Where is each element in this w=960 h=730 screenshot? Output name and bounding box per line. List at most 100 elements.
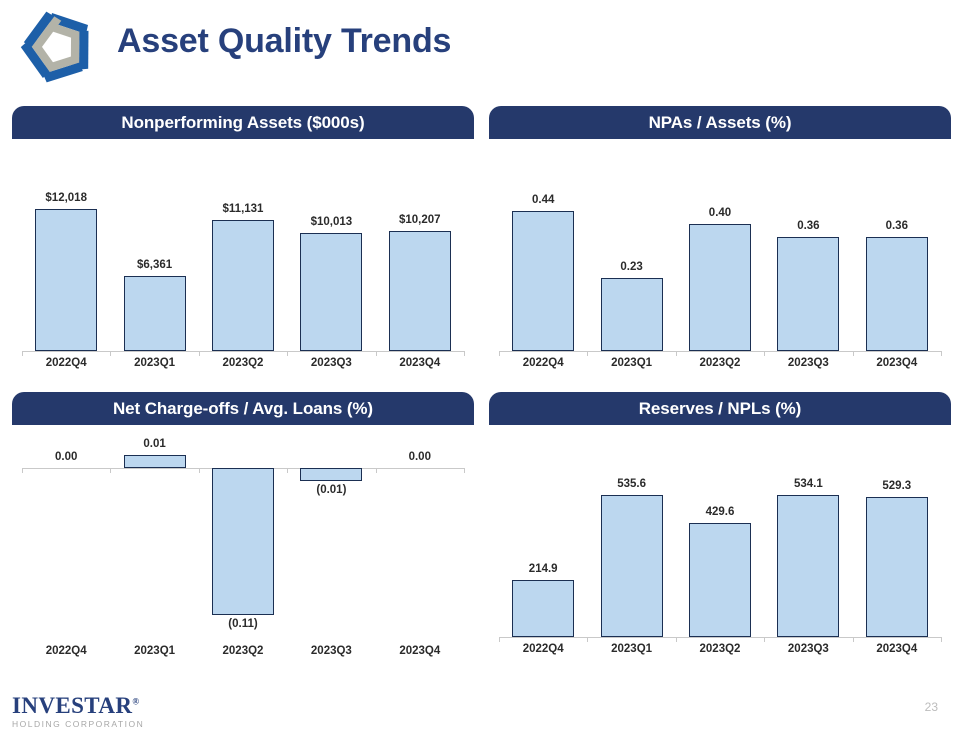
category-label: 2022Q4 [45, 357, 87, 369]
bar [600, 277, 663, 351]
bar [865, 236, 928, 351]
axis-tick [852, 637, 854, 642]
bar [35, 209, 98, 351]
bar-value-label: $12,018 [45, 192, 87, 205]
axis-tick [464, 468, 465, 473]
footer-brand-subtitle: HOLDING CORPORATION [12, 719, 145, 729]
bar-value-label: 0.00 [408, 451, 431, 463]
bar-value-label: (0.01) [316, 484, 347, 497]
chart-panel-reserves-npls: Reserves / NPLs (%) 214.9 2022Q4 535.6 2023… [489, 392, 951, 680]
category-label: 2023Q1 [611, 643, 653, 655]
bar [512, 211, 575, 351]
category-label: 2023Q2 [222, 645, 264, 657]
chart-axis-line [22, 351, 464, 352]
category-label: 2023Q3 [310, 645, 352, 657]
category-label: 2022Q4 [45, 645, 87, 657]
bar-value-label: $10,013 [310, 216, 353, 229]
axis-tick [110, 351, 112, 356]
footer-logo: INVESTAR® HOLDING CORPORATION [12, 694, 144, 729]
bar [600, 495, 663, 637]
category-label: 2023Q2 [222, 357, 264, 369]
bar-value-label: 214.9 [528, 563, 558, 576]
category-label: 2023Q1 [611, 357, 653, 369]
chart-axis-line [499, 637, 941, 638]
bar-value-label: 0.01 [143, 437, 166, 450]
page-title: Asset Quality Trends [117, 22, 452, 60]
slide-header: Asset Quality Trends [0, 0, 960, 96]
chart-panel-nonperforming-assets: Nonperforming Assets ($000s) $12,018 2022… [12, 106, 474, 384]
bar-value-label: 0.44 [532, 194, 555, 207]
chart-title-npas-assets: NPAs / Assets (%) [489, 106, 951, 139]
axis-tick [22, 351, 23, 356]
axis-tick [852, 351, 854, 356]
bar-value-label: 0.36 [797, 219, 820, 232]
bar [388, 230, 451, 351]
category-label: 2023Q2 [699, 357, 741, 369]
bar-value-label: 0.40 [708, 206, 732, 219]
chart-title-net-charge-offs: Net Charge-offs / Avg. Loans (%) [12, 392, 474, 425]
footer-brand-name: INVESTAR® [12, 694, 144, 717]
category-label: 2023Q2 [699, 643, 741, 655]
category-label: 2023Q3 [787, 643, 829, 655]
category-label: 2023Q4 [399, 645, 441, 657]
axis-tick [764, 351, 766, 356]
chart-plot-nonperforming-assets: $12,018 2022Q4 $6,361 2023Q1 $11,131 2023Q2 $1… [12, 144, 474, 384]
bar-value-label: 0.23 [620, 260, 643, 273]
axis-tick [464, 351, 465, 356]
chart-plot-net-charge-offs: 0.00 2022Q4 0.01 2023Q1 (0.11) 2023Q2 (0.01) 20… [12, 430, 474, 680]
bar-value-label: $6,361 [136, 259, 173, 272]
bar [689, 223, 751, 351]
category-label: 2023Q4 [876, 357, 918, 369]
bar-value-label: 429.6 [705, 506, 735, 519]
axis-tick [764, 637, 766, 642]
registered-mark-icon: ® [132, 696, 140, 707]
footer-brand-text: INVESTAR [12, 693, 133, 718]
bar-value-label: (0.11) [228, 617, 258, 630]
axis-tick [287, 351, 289, 356]
axis-tick [110, 468, 112, 473]
bar [300, 233, 363, 351]
axis-tick [375, 351, 377, 356]
bar-value-label: 0.00 [55, 451, 78, 463]
axis-tick [287, 468, 289, 473]
bar-value-label: $10,207 [399, 213, 441, 226]
axis-tick [198, 468, 200, 473]
bar-value-label: 534.1 [793, 478, 823, 491]
chart-title-nonperforming-assets: Nonperforming Assets ($000s) [12, 106, 474, 139]
bar [212, 468, 274, 615]
category-label: 2023Q4 [399, 357, 441, 369]
category-label: 2023Q3 [787, 357, 829, 369]
page-number: 23 [924, 700, 938, 714]
investar-pinwheel-logo-icon [8, 6, 108, 88]
chart-panel-net-charge-offs: Net Charge-offs / Avg. Loans (%) 0.00 202… [12, 392, 474, 680]
bar [123, 276, 186, 351]
bar [777, 236, 840, 351]
axis-tick [941, 351, 942, 356]
chart-plot-reserves-npls: 214.9 2022Q4 535.6 2023Q1 429.6 2023Q2 534.1 20… [489, 430, 951, 680]
category-label: 2022Q4 [522, 643, 564, 655]
bar-value-label: 535.6 [617, 478, 646, 491]
bar [689, 523, 751, 637]
category-label: 2022Q4 [522, 357, 564, 369]
chart-plot-npas-assets: 0.44 2022Q4 0.23 2023Q1 0.40 2023Q2 0.36 2023Q3… [489, 144, 951, 384]
axis-tick [587, 637, 589, 642]
axis-tick [499, 351, 500, 356]
axis-tick [675, 637, 677, 642]
bar [777, 495, 840, 637]
chart-panel-npas-assets: NPAs / Assets (%) 0.44 2022Q4 0.23 2023Q1 0.… [489, 106, 951, 384]
bar-value-label: $11,131 [222, 202, 264, 215]
axis-tick [375, 468, 377, 473]
chart-title-reserves-npls: Reserves / NPLs (%) [489, 392, 951, 425]
bar [512, 580, 575, 637]
chart-axis-line [499, 351, 941, 352]
category-label: 2023Q1 [134, 357, 176, 369]
axis-tick [499, 637, 500, 642]
axis-tick [22, 468, 23, 473]
bar [865, 496, 928, 637]
category-label: 2023Q4 [876, 643, 918, 655]
category-label: 2023Q1 [134, 645, 176, 657]
axis-tick [587, 351, 589, 356]
bar [300, 468, 363, 482]
bar-value-label: 0.36 [885, 219, 908, 232]
bar-value-label: 529.3 [882, 479, 912, 492]
